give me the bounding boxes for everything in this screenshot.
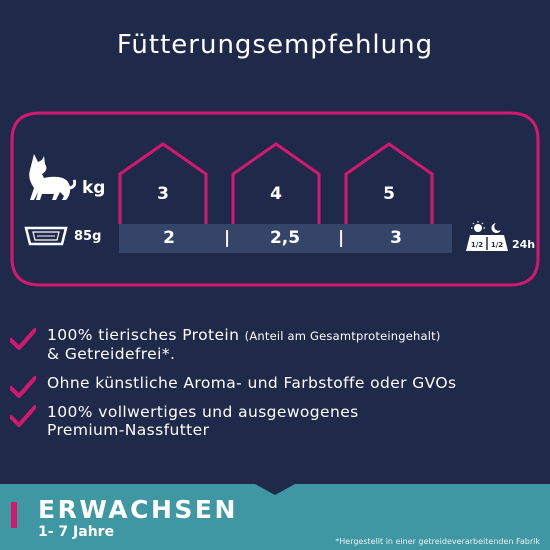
tray-icon	[24, 226, 68, 246]
portion-value: 3	[390, 228, 402, 248]
portion-value: 2	[163, 228, 175, 248]
hours-label: 24h	[512, 238, 536, 251]
feature-main: 100% tierisches Protein	[47, 326, 240, 344]
cat-icon	[29, 154, 76, 200]
footnote: *Hergestellt in einer getreideverarbeite…	[335, 537, 540, 546]
age-banner: ERWACHSEN 1- 7 Jahre *Hergestellt in ein…	[0, 484, 550, 550]
feature-main: Ohne künstliche Aroma- und Farbstoffe od…	[47, 374, 457, 392]
feature-line2: Premium-Nassfutter	[47, 421, 210, 439]
list-item: 100% vollwertiges und ausgewogenes Premi…	[10, 403, 540, 439]
list-item: Ohne künstliche Aroma- und Farbstoffe od…	[10, 374, 540, 398]
checkmark-icon	[10, 376, 36, 398]
feature-main: 100% vollwertiges und ausgewogenes	[47, 403, 359, 421]
banner-title: ERWACHSEN	[38, 495, 238, 524]
feature-text: 100% vollwertiges und ausgewogenes Premi…	[47, 403, 540, 439]
banner-notch	[255, 484, 295, 495]
portion-separator: |	[338, 228, 345, 248]
sun-moon-icon: 1/2 1/2	[466, 221, 508, 251]
feature-text: 100% tierisches Protein (Anteil am Gesam…	[47, 326, 540, 363]
feature-line2: & Getreidefrei*.	[47, 345, 176, 363]
weight-value: 3	[157, 184, 169, 204]
kg-label: kg	[82, 178, 106, 198]
grams-label: 85g	[74, 229, 102, 244]
page-title: Fütterungsempfehlung	[116, 30, 434, 60]
checkmark-icon	[10, 328, 36, 350]
checkmark-icon	[10, 405, 36, 427]
feature-list: 100% tierisches Protein (Anteil am Gesam…	[10, 326, 540, 450]
feature-text: Ohne künstliche Aroma- und Farbstoffe od…	[47, 374, 540, 392]
weight-value: 4	[270, 184, 282, 204]
feature-note: (Anteil am Gesamtproteingehalt)	[244, 329, 441, 343]
split-label: 1/2	[491, 241, 503, 249]
split-label: 1/2	[471, 241, 483, 249]
portion-separator: |	[224, 228, 231, 248]
weight-value: 5	[383, 184, 395, 204]
portion-value: 2,5	[269, 228, 301, 248]
portion-bar	[119, 224, 452, 253]
list-item: 100% tierisches Protein (Anteil am Gesam…	[10, 326, 540, 363]
banner-subtitle: 1- 7 Jahre	[38, 524, 115, 540]
accent-mark	[11, 502, 17, 528]
